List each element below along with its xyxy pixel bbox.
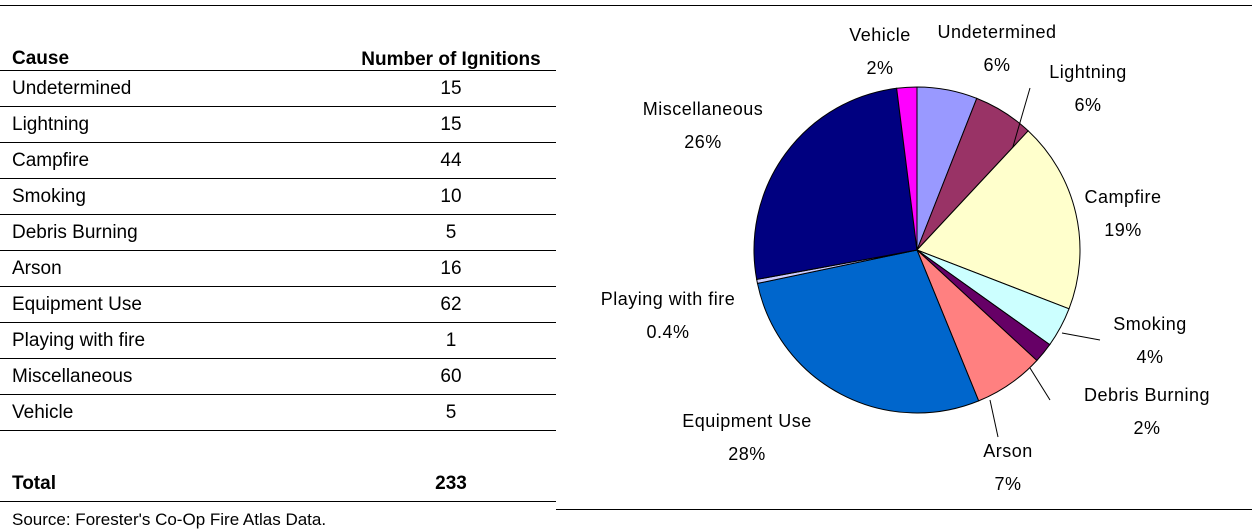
data-row: Undetermined 15 (0, 70, 556, 107)
pie-slice (896, 86, 918, 251)
pie-slice (753, 87, 918, 281)
data-row: Arson 16 (0, 250, 556, 287)
header-cell: Cause (0, 6, 346, 71)
slice-value: 4% (1136, 347, 1163, 367)
data-row: Campfire 44 (0, 142, 556, 179)
cell: Lightning (0, 106, 346, 143)
slice-value: 19% (1104, 220, 1142, 240)
slice-value: 2% (1133, 418, 1160, 438)
data-row: Miscellaneous 60 (0, 358, 556, 395)
cell: 1 (346, 322, 556, 359)
cell: Playing with fire (0, 322, 346, 359)
slice-value: 6% (983, 55, 1010, 75)
data-row: Lightning 15 (0, 106, 556, 143)
leader-line (1011, 87, 1031, 151)
cell: Undetermined (0, 70, 346, 107)
cell: Equipment Use (0, 286, 346, 323)
cell: 62 (346, 286, 556, 323)
cell: Debris Burning (0, 214, 346, 251)
source-note: Source: Forester's Co-Op Fire Atlas Data… (12, 510, 327, 529)
cell: 15 (346, 106, 556, 143)
table-body: Cause Number of Ignitions Undetermined 15… (0, 6, 556, 502)
cell: 44 (346, 142, 556, 179)
slice-label: Miscellaneous (643, 99, 764, 119)
cell: 10 (346, 178, 556, 215)
slice-label: Undetermined (937, 22, 1056, 42)
slice-label: Vehicle (849, 25, 911, 45)
cell: Vehicle (0, 394, 346, 431)
cell: 5 (346, 214, 556, 251)
data-row: Smoking 10 (0, 178, 556, 215)
ignition-table: Cause Number of Ignitions Undetermined 15… (0, 6, 556, 502)
top-rule (0, 5, 1252, 6)
slice-value: 0.4% (646, 322, 689, 342)
slice-label: Smoking (1113, 314, 1187, 334)
data-row: Debris Burning 5 (0, 214, 556, 251)
total-row: Total 233 (0, 467, 556, 502)
slice-label: Lightning (1049, 62, 1127, 82)
leader-line (1029, 367, 1051, 401)
cell: 5 (346, 394, 556, 431)
cell: Campfire (0, 142, 346, 179)
slice-value: 7% (994, 474, 1021, 494)
slice-value: 2% (866, 58, 893, 78)
slice-label: Campfire (1084, 187, 1161, 207)
cell: 15 (346, 70, 556, 107)
cell: 16 (346, 250, 556, 287)
slice-value: 26% (684, 132, 722, 152)
header-row: Cause Number of Ignitions (0, 6, 556, 71)
cell: Miscellaneous (0, 358, 346, 395)
pie-slice (756, 249, 980, 414)
cell: 60 (346, 358, 556, 395)
leader-line (1061, 332, 1101, 341)
slice-label: Debris Burning (1084, 385, 1210, 405)
slice-value: 28% (728, 444, 766, 464)
cell: Smoking (0, 178, 346, 215)
cell: Total (0, 467, 346, 502)
cell: 233 (346, 467, 556, 502)
leader-line (989, 399, 999, 438)
bottom-rule (556, 509, 1252, 510)
data-row: Playing with fire 1 (0, 322, 556, 359)
slice-value: 6% (1074, 95, 1101, 115)
header-cell: Number of Ignitions (346, 6, 556, 71)
slice-label: Arson (983, 441, 1033, 461)
data-row: Equipment Use 62 (0, 286, 556, 323)
slice-label: Equipment Use (682, 411, 812, 431)
slice-label: Playing with fire (601, 289, 736, 309)
data-row: Vehicle 5 (0, 394, 556, 431)
cell: Arson (0, 250, 346, 287)
pie-slice (916, 130, 1081, 310)
